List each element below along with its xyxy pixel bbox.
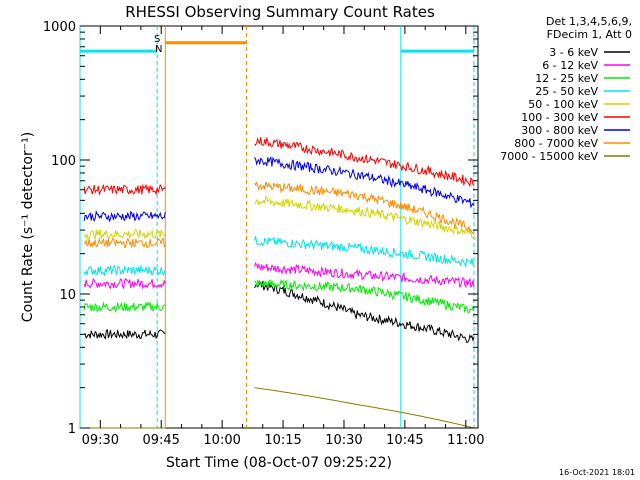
legend-entry-label: 100 - 300 keV [521, 111, 598, 124]
series-line-pre [83, 329, 166, 340]
series-line-pre [83, 237, 166, 249]
x-tick-label: 10:30 [325, 433, 362, 448]
series-line-post [254, 387, 475, 429]
legend: Det 1,3,4,5,6,9, FDecim 1, Att 0 3 - 6 k… [500, 15, 632, 163]
footer-date: 16-Oct-2021 18:01 [559, 468, 635, 477]
legend-header-line-1: Det 1,3,4,5,6,9, [546, 15, 632, 28]
x-tick-label: 11:00 [447, 433, 484, 448]
series-line-post [254, 180, 475, 235]
series-line-pre [83, 277, 166, 290]
y-tick-label: 1000 [43, 20, 76, 35]
series-line-pre [83, 264, 166, 277]
series-line-post [254, 261, 475, 289]
legend-entry-label: 7000 - 15000 keV [500, 150, 598, 163]
y-tick-label: 1 [68, 422, 76, 437]
x-tick-label: 09:45 [142, 433, 179, 448]
flag-bars [80, 41, 474, 53]
legend-entry-label: 25 - 50 keV [535, 85, 598, 98]
marker-n: N [155, 44, 162, 55]
x-axis-ticks: 09:30 09:45 10:00 10:15 10:30 10:45 11:00 [82, 26, 485, 448]
marker-s: S [154, 34, 160, 45]
series-line-post [254, 278, 475, 314]
series-line-post [254, 195, 475, 239]
series-lines [83, 136, 475, 429]
y-tick-label: 10 [59, 288, 76, 303]
reference-lines [79, 26, 475, 428]
legend-entry-label: 800 - 7000 keV [514, 137, 598, 150]
series-line-post [254, 156, 475, 209]
series-line-pre [83, 183, 166, 196]
series-line-pre [83, 209, 166, 223]
legend-entry-label: 50 - 100 keV [528, 98, 598, 111]
x-tick-label: 09:30 [82, 433, 119, 448]
series-line-post [254, 136, 475, 188]
y-tick-label: 100 [51, 154, 76, 169]
legend-entry-label: 12 - 25 keV [535, 72, 598, 85]
x-tick-label: 10:45 [386, 433, 423, 448]
x-axis-label: Start Time (08-Oct-07 09:25:22) [166, 455, 392, 471]
series-line-post [254, 281, 475, 343]
legend-entry-label: 3 - 6 keV [549, 46, 598, 59]
x-tick-label: 10:15 [264, 433, 301, 448]
legend-entry-label: 300 - 800 keV [521, 124, 598, 137]
chart-title: RHESSI Observing Summary Count Rates [125, 3, 435, 21]
x-tick-label: 10:00 [203, 433, 240, 448]
y-axis-ticks: 1 10 100 1000 [43, 20, 478, 437]
series-line-pre [83, 228, 166, 240]
series-line-post [254, 236, 475, 269]
series-line-pre [83, 301, 166, 314]
legend-header-line-2: FDecim 1, Att 0 [547, 28, 632, 41]
legend-entry-label: 6 - 12 keV [542, 59, 598, 72]
y-axis-label: Count Rate (s⁻¹ detector⁻¹) [20, 132, 36, 322]
